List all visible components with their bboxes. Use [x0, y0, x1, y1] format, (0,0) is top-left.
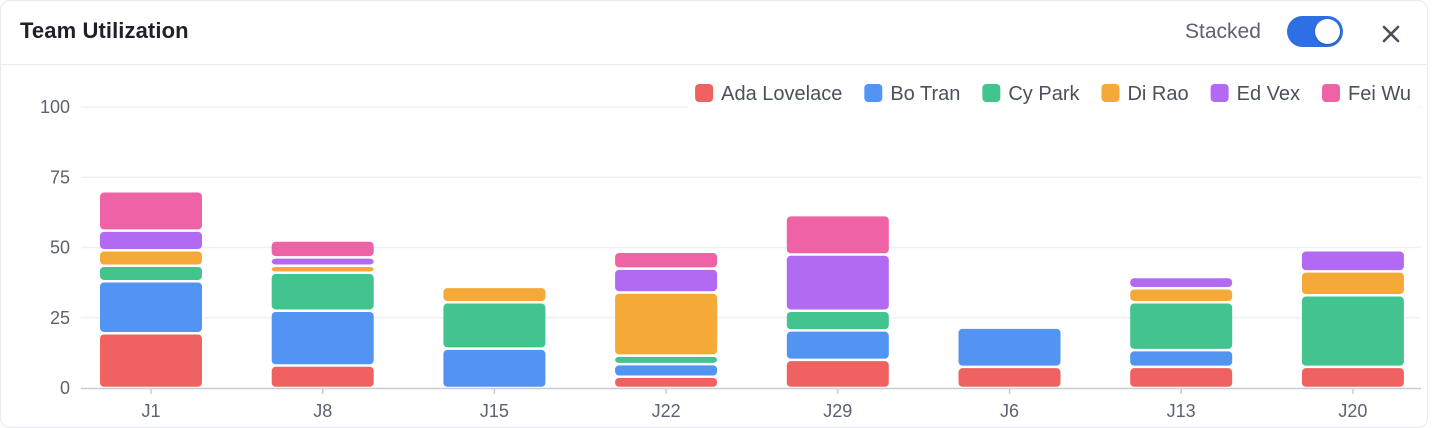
bar-segment-di-rao-j15[interactable]	[443, 288, 546, 302]
panel-title: Team Utilization	[20, 18, 189, 43]
legend-swatch	[982, 84, 1001, 102]
bar-segment-cy-park-j29[interactable]	[786, 311, 889, 330]
legend-swatch	[864, 84, 883, 102]
y-tick-label: 25	[50, 308, 70, 328]
x-tick-label: J20	[1338, 401, 1367, 421]
legend-label: Di Rao	[1127, 83, 1188, 105]
bar-segment-bo-tran-j13[interactable]	[1130, 351, 1233, 366]
bar-segment-cy-park-j22[interactable]	[615, 356, 718, 363]
legend-item-bo-tran[interactable]: Bo Tran	[864, 83, 960, 105]
legend-swatch	[695, 84, 714, 102]
x-tick-label: J6	[1000, 401, 1019, 421]
legend-item-di-rao[interactable]: Di Rao	[1101, 83, 1189, 105]
x-tick-label: J13	[1167, 401, 1196, 421]
bar-segment-ada-lovelace-j29[interactable]	[786, 361, 889, 387]
bar-segment-ada-lovelace-j22[interactable]	[615, 378, 718, 387]
legend-item-ed-vex[interactable]: Ed Vex	[1210, 83, 1300, 105]
legend-label: Cy Park	[1008, 83, 1080, 105]
bar-segment-ada-lovelace-j8[interactable]	[271, 366, 374, 387]
bar-segment-bo-tran-j15[interactable]	[443, 349, 546, 387]
legend-item-ada-lovelace[interactable]: Ada Lovelace	[695, 83, 842, 105]
bar-segment-ed-vex-j8[interactable]	[271, 258, 374, 265]
bar-segment-cy-park-j13[interactable]	[1130, 303, 1233, 349]
bar-segment-fei-wu-j22[interactable]	[615, 252, 718, 268]
bar-segment-di-rao-j8[interactable]	[271, 267, 374, 272]
bar-segment-ed-vex-j20[interactable]	[1301, 251, 1404, 271]
toggle-knob	[1315, 19, 1340, 44]
bar-segment-bo-tran-j1[interactable]	[100, 282, 202, 332]
bar-segment-di-rao-j22[interactable]	[615, 293, 718, 355]
legend-swatch	[1101, 84, 1120, 102]
stacked-bar-chart: 0 25 50 75 100 J1 J8 J15 J22 J29 J6 J13 J20 Ada Love…	[40, 77, 1421, 421]
y-tick-label: 50	[50, 238, 70, 258]
y-tick-label: 75	[50, 167, 70, 187]
legend-background	[687, 77, 1419, 111]
bar-segment-bo-tran-j29[interactable]	[786, 331, 889, 359]
bar-segment-ed-vex-j22[interactable]	[615, 269, 718, 292]
x-tick-label: J15	[480, 401, 509, 421]
bar-segment-bo-tran-j6[interactable]	[958, 328, 1061, 366]
bar-segment-cy-park-j1[interactable]	[100, 267, 202, 280]
bar-segment-bo-tran-j22[interactable]	[615, 365, 718, 376]
bar-segment-cy-park-j15[interactable]	[443, 303, 546, 348]
x-tick-label: J8	[313, 401, 332, 421]
legend-label: Ed Vex	[1237, 83, 1300, 105]
bar-segment-ed-vex-j1[interactable]	[100, 231, 202, 250]
legend: Ada Lovelace Bo Tran Cy Park Di Rao Ed Vex Fe…	[687, 77, 1419, 111]
legend-label: Fei Wu	[1348, 83, 1411, 105]
x-tick-label: J29	[823, 401, 852, 421]
bar-segment-di-rao-j13[interactable]	[1130, 289, 1233, 302]
bar-segment-di-rao-j1[interactable]	[100, 251, 202, 265]
x-tick-label: J22	[652, 401, 681, 421]
bar-segment-cy-park-j8[interactable]	[271, 274, 374, 310]
stacked-label: Stacked	[1185, 20, 1261, 43]
bar-segment-cy-park-j20[interactable]	[1301, 296, 1404, 366]
bar-segment-fei-wu-j29[interactable]	[786, 216, 889, 254]
legend-label: Bo Tran	[890, 83, 960, 105]
stacked-toggle[interactable]	[1287, 16, 1343, 47]
y-tick-label: 0	[60, 378, 70, 398]
bar-segment-ada-lovelace-j6[interactable]	[958, 368, 1061, 387]
bars-layer	[100, 192, 1404, 387]
bar-segment-ed-vex-j13[interactable]	[1130, 278, 1233, 287]
bar-segment-ada-lovelace-j1[interactable]	[100, 334, 202, 387]
legend-item-fei-wu[interactable]: Fei Wu	[1322, 83, 1411, 105]
x-tick-label: J1	[141, 401, 160, 421]
legend-label: Ada Lovelace	[721, 83, 842, 105]
close-button[interactable]	[1377, 20, 1405, 48]
bar-segment-ed-vex-j29[interactable]	[786, 255, 889, 310]
bar-segment-ada-lovelace-j20[interactable]	[1301, 368, 1404, 387]
panel-header: Team Utilization Stacked	[1, 1, 1427, 65]
close-icon	[1377, 20, 1405, 48]
y-tick-label: 100	[40, 97, 70, 117]
bar-segment-fei-wu-j8[interactable]	[271, 241, 374, 257]
bar-segment-fei-wu-j1[interactable]	[100, 192, 202, 230]
legend-swatch	[1210, 84, 1229, 102]
bar-segment-di-rao-j20[interactable]	[1301, 272, 1404, 295]
bar-segment-bo-tran-j8[interactable]	[271, 311, 374, 365]
axis-layer: 0 25 50 75 100 J1 J8 J15 J22 J29 J6 J13 J20	[40, 97, 1421, 421]
bar-segment-ada-lovelace-j13[interactable]	[1130, 368, 1233, 387]
legend-item-cy-park[interactable]: Cy Park	[982, 83, 1080, 105]
legend-swatch	[1322, 84, 1341, 102]
